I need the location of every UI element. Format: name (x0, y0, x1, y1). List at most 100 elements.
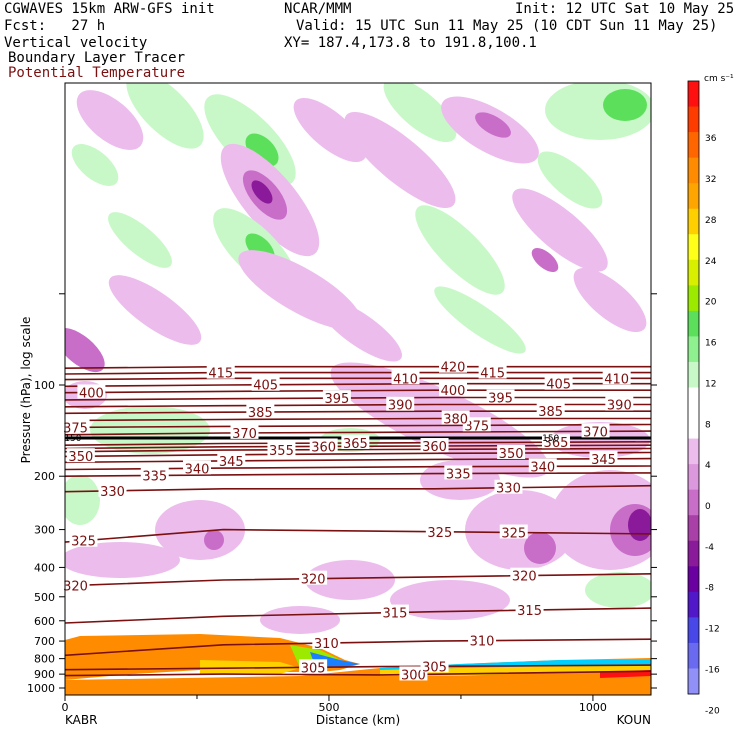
colorbar-units: cm s⁻¹ (704, 74, 734, 84)
theta-label-bg (322, 390, 351, 405)
colorbar-swatch (688, 310, 699, 337)
colorbar-swatch (688, 540, 699, 567)
theta-label-bg (69, 532, 98, 547)
theta-label-bg (420, 438, 449, 453)
theta-contour-320 (65, 573, 651, 587)
y-tick-label: 700 (34, 635, 55, 648)
header-line5-left: Potential Temperature (8, 65, 186, 81)
theta-label-bg (98, 482, 127, 497)
x-axis: 0 500 1000 (62, 695, 607, 714)
colorbar-swatch (688, 438, 699, 465)
header-line1-right: Init: 12 UTC Sat 10 May 25 (515, 1, 735, 17)
header-line1-left: CGWAVES 15km ARW-GFS init (4, 1, 215, 17)
colorbar-swatch (688, 285, 699, 312)
tropopause-marker-label: 150 (542, 434, 559, 444)
theta-label-350: 350 (499, 447, 524, 462)
tropopause-marker-label: 150 (64, 434, 81, 444)
colorbar-tick-label: 32 (705, 175, 716, 185)
theta-label-bg (439, 358, 468, 373)
theta-label-390: 390 (388, 399, 413, 414)
colorbar-tick-label: -4 (705, 543, 714, 553)
theta-label-bg (536, 403, 565, 418)
theta-label-bg (510, 567, 539, 582)
theta-label-bg (299, 659, 328, 674)
x-tick-label: 500 (318, 701, 339, 714)
colorbar-swatch (688, 515, 699, 542)
colorbar-swatch (688, 642, 699, 669)
theta-label-405: 405 (253, 379, 278, 394)
theta-label-360: 360 (311, 440, 336, 455)
colorbar-swatch (688, 617, 699, 644)
theta-label-bg (246, 404, 275, 419)
y-tick-label: 800 (34, 653, 55, 666)
theta-contour-370 (65, 430, 651, 436)
y-tick-label: 300 (34, 524, 55, 537)
theta-label-bg (309, 438, 338, 453)
colorbar-swatch (688, 336, 699, 363)
theta-label-320: 320 (63, 579, 88, 594)
theta-label-335: 335 (142, 469, 167, 484)
right-endpoint-label: KOUN (617, 713, 651, 727)
colorbar-tick-label: 28 (705, 216, 717, 226)
theta-label-bg (441, 410, 470, 425)
theta-label-bg (66, 448, 95, 463)
theta-label-375: 375 (464, 419, 489, 434)
theta-contour-420 (65, 365, 651, 369)
theta-label-365: 365 (544, 436, 569, 451)
theta-label-395: 395 (324, 392, 349, 407)
theta-label-bg (230, 424, 259, 439)
theta-label-bg (602, 370, 631, 385)
colorbar-tick-label: 0 (705, 502, 711, 512)
theta-label-380: 380 (443, 413, 468, 428)
theta-contour-375 (65, 423, 651, 429)
theta-label-bg (341, 434, 370, 449)
theta-label-310: 310 (314, 637, 339, 652)
theta-label-bg (206, 364, 235, 379)
x-tick-label: 1000 (579, 701, 607, 714)
theta-contour-380 (65, 417, 651, 422)
colorbar-swatch (688, 259, 699, 286)
theta-label-bg (486, 389, 515, 404)
theta-contour-350 (65, 451, 651, 458)
colorbar-swatch (688, 183, 699, 210)
y-tick-label: 600 (34, 615, 55, 628)
theta-label-bg (386, 396, 415, 411)
theta-label-bg (391, 370, 420, 385)
theta-contour-410 (65, 377, 651, 381)
colorbar-swatch (688, 489, 699, 516)
theta-label-370: 370 (232, 427, 257, 442)
colorbar-tick-label: -8 (705, 584, 714, 594)
theta-label-bg (140, 467, 169, 482)
y-tick-label: 500 (34, 591, 55, 604)
header-line1-mid: NCAR/MMM (284, 1, 352, 17)
theta-contour-325 (65, 528, 651, 543)
theta-label-330: 330 (100, 485, 125, 500)
theta-label-bg (251, 376, 280, 391)
theta-label-305: 305 (422, 660, 447, 675)
theta-label-315: 315 (383, 607, 408, 622)
theta-label-bg (61, 577, 90, 592)
theta-label-bg (462, 417, 491, 432)
theta-label-bg (399, 666, 428, 681)
theta-label-bg (589, 450, 618, 465)
colorbar-tick-label: -16 (705, 665, 720, 675)
theta-label-300: 300 (401, 668, 426, 683)
theta-label-bg (515, 602, 544, 617)
x-axis-label: Distance (km) (316, 713, 400, 727)
theta-label-bg (497, 444, 526, 459)
colorbar-swatch (688, 566, 699, 593)
theta-label-bg (528, 458, 557, 473)
theta-label-bg (581, 423, 610, 438)
theta-label-bg (267, 441, 296, 456)
theta-label-410: 410 (393, 372, 418, 387)
theta-label-bg (494, 479, 523, 494)
theta-label-bg (541, 434, 570, 449)
theta-label-bg (299, 570, 328, 585)
theta-label-350: 350 (68, 450, 93, 465)
header-line4-left: Boundary Layer Tracer (8, 50, 186, 66)
theta-contour-405 (65, 382, 651, 388)
theta-label-310: 310 (470, 635, 495, 650)
